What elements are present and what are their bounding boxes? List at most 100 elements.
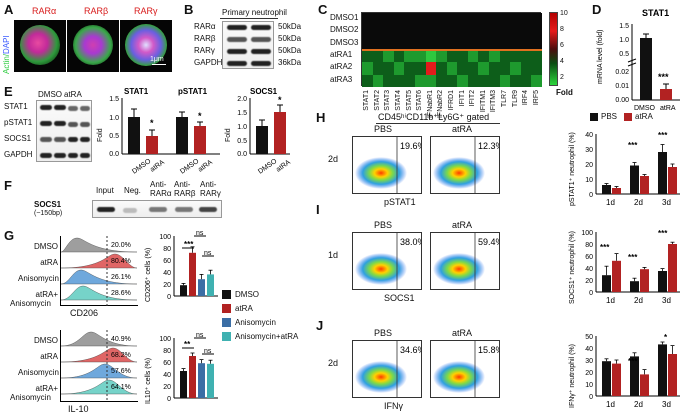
panel-a-side-label: Actin/DAPI <box>2 22 12 74</box>
chart-h-sig-0: *** <box>628 141 638 150</box>
heatmap-cell <box>446 50 458 63</box>
chart-ylabel: SOCS1⁺ neutrophil (%) <box>569 231 576 304</box>
heatmap-cell <box>362 50 374 63</box>
heatmap-cell <box>414 13 427 26</box>
heatmap-cell <box>457 13 469 26</box>
histogram-row-label: DMSO <box>34 336 58 345</box>
heatmap-cell <box>446 37 458 51</box>
flow-plot-svg: 59.4% <box>433 233 499 289</box>
histogram-curve <box>61 347 138 363</box>
heatmap-cell <box>467 37 479 51</box>
chart-e1-bar-atra <box>146 136 158 154</box>
legend-atra-swatch <box>624 113 632 121</box>
flow-plot-svg: 34.6% <box>355 341 421 397</box>
chip-header-anti-alpha: Anti- <box>150 180 167 189</box>
flow-plot: 15.8% <box>430 340 500 398</box>
actin-label: Actin/ <box>2 53 11 74</box>
flow-plot: 59.4% <box>430 232 500 290</box>
flow-density <box>433 253 485 285</box>
g-bottom-ytick-1: 80 <box>163 348 171 355</box>
heatmap-separator <box>362 49 542 51</box>
chart-ytick: 30 <box>585 147 593 154</box>
flow-plot-svg: 15.8% <box>433 341 499 397</box>
heatmap-cell <box>489 37 501 51</box>
heatmap-cell <box>531 74 543 88</box>
chart-bar <box>640 374 649 396</box>
g-bottom-ytick-2: 60 <box>163 360 171 367</box>
primary-neutrophil-header: Primary neutrophil <box>222 8 287 17</box>
chart-d: STAT1 mRNA level (fold) 1.5 1.0 0.5 0.02… <box>597 8 680 112</box>
chart-xcat: 3d <box>662 198 671 207</box>
g-bar <box>189 252 196 296</box>
blot-b-size-3: 50kDa <box>278 46 302 55</box>
chart-bar <box>630 281 639 292</box>
chart-ytick: 20 <box>585 370 593 377</box>
colorbar-tick-2: 2 <box>560 74 564 81</box>
heatmap-col-label: STAT6 <box>416 90 424 111</box>
flow-plot: 19.6% <box>352 136 422 194</box>
heatmap-cell <box>520 50 532 63</box>
flow-cond-pbs: PBS <box>374 220 393 230</box>
heatmap-col-label: IFIT1 <box>458 90 466 107</box>
chart-d-title: STAT1 <box>642 8 669 18</box>
heatmap-cell <box>383 50 395 63</box>
chart-ytick: 50 <box>585 334 593 341</box>
chart-e1-sig: * <box>150 118 154 128</box>
chart-xcat: 2d <box>634 400 643 409</box>
flow-plot-svg: 19.6% <box>355 137 421 193</box>
panel-label-j: J <box>316 318 324 333</box>
flow-pct: 12.3% <box>478 141 500 151</box>
blot-b-row-rar-beta: RARβ <box>194 34 216 43</box>
g-legend-label: DMSO <box>235 290 259 299</box>
g-top-sig-2: ns <box>204 250 212 257</box>
blot-e-row-gapdh: GAPDH <box>4 150 33 159</box>
chip-header-rar-beta: RARβ <box>174 189 196 198</box>
g-legend-label: Anisomycin <box>235 318 276 327</box>
histogram-row-label: atRA <box>40 352 58 361</box>
chart-ytick: 100 <box>581 230 593 237</box>
heatmap-cell <box>489 50 501 63</box>
histogram-pct: 40.9% <box>111 336 131 343</box>
chart-i-sig-1: *** <box>628 253 638 262</box>
heatmap-cell <box>436 13 448 26</box>
heatmap-cell <box>510 50 522 63</box>
heatmap-cell <box>531 25 543 39</box>
colorbar-tick-10: 10 <box>560 10 568 17</box>
heatmap-cell <box>457 25 469 39</box>
histogram-row-label-extra: Anisomycin <box>10 393 51 402</box>
chart-e2-sig: * <box>198 111 202 121</box>
chart-e3-bar-atra <box>274 112 286 154</box>
chart-j-sig-1: * <box>664 333 668 342</box>
blot-b-size-4: 36kDa <box>278 58 302 67</box>
heatmap-cell <box>478 50 490 63</box>
chart-e2-xcat-1: atRA <box>197 159 214 174</box>
chart-ylabel: pSTAT1⁺ neutrophil (%) <box>569 132 576 206</box>
chart-e1-ytick-0: 1.5 <box>109 96 119 103</box>
histogram-curve <box>61 269 138 285</box>
heatmap-cell <box>372 74 384 88</box>
panel-label-h: H <box>316 110 326 125</box>
flow-plot: 38.0% <box>352 232 422 290</box>
heatmap-cell <box>467 13 479 26</box>
chart-d-xcat-0: DMSO <box>634 105 656 112</box>
g-legend-label: atRA <box>235 304 253 313</box>
flow-xlabel: pSTAT1 <box>384 197 416 207</box>
histogram-row-label: Anisomycin <box>18 368 59 377</box>
chart-ytick: 0 <box>589 394 593 401</box>
flow-plot-svg: 12.3% <box>433 137 500 193</box>
chart-ytick: 0 <box>589 290 593 297</box>
heatmap-cell <box>362 13 374 26</box>
chart-e-right: SOCS1 Fold 2.0 1.5 1.0 0.5 0.0 * DMSO at… <box>225 87 292 176</box>
g-top-histogram: 20.0% 80.4% 26.1% 28.6% <box>60 236 138 306</box>
g-bottom-ytick-4: 20 <box>163 384 171 391</box>
heatmap-cell <box>414 50 427 63</box>
chip-header-rar-gamma: RARγ <box>200 189 221 198</box>
chart-e3-ytick-0: 2.0 <box>237 96 247 103</box>
flow-day-label: 2d <box>328 154 339 164</box>
flow-xlabel: SOCS1 <box>384 293 415 303</box>
g-legend-swatch <box>222 318 231 327</box>
heatmap-col-label: IRF5 <box>532 90 540 106</box>
g-top-sig-0: *** <box>184 240 194 249</box>
chart-bar <box>668 167 677 194</box>
chip-header-anti-beta: Anti- <box>174 180 191 189</box>
